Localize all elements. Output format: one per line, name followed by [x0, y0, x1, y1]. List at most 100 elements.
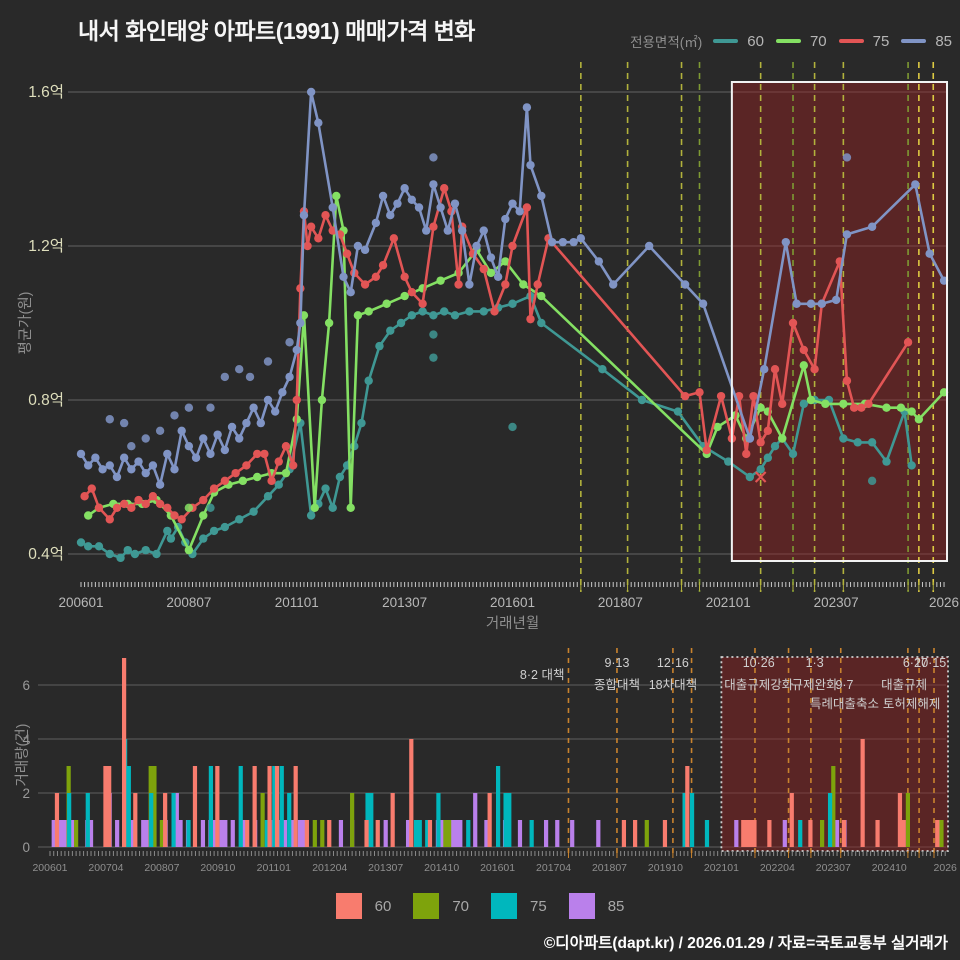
volume-bar [413, 820, 419, 847]
volume-bar [327, 820, 332, 847]
y-tick-label: 6 [22, 678, 30, 693]
volume-bar [159, 820, 164, 847]
data-point [332, 191, 341, 201]
data-point [177, 515, 186, 524]
data-point [763, 453, 773, 462]
data-point [479, 226, 488, 235]
data-point [490, 307, 499, 316]
data-point [576, 234, 586, 243]
data-point [637, 395, 647, 405]
y-axis-title: 평균가(원) [17, 291, 34, 354]
policy-annotation: 8·2 대책 [520, 667, 565, 682]
data-point [83, 511, 93, 520]
legend-item-label: 75 [872, 32, 890, 50]
volume-bar [752, 820, 757, 847]
data-point [116, 553, 125, 563]
volume-bar [503, 793, 508, 847]
bottom-legend-item-75[interactable]: 75 [491, 893, 547, 919]
volume-bar [133, 793, 138, 847]
volume-bar [782, 820, 787, 847]
data-point [400, 291, 409, 301]
volume-bar [543, 820, 549, 847]
volume-bar [905, 793, 910, 847]
volume-bar [297, 820, 303, 847]
top-legend-item-60[interactable]: 60 [713, 33, 764, 50]
volume-bar [171, 793, 176, 847]
scatter-point [745, 434, 755, 443]
data-point [821, 399, 830, 409]
data-point [493, 272, 503, 281]
x-tick-label: 202101 [704, 862, 739, 874]
data-point [281, 468, 291, 478]
x-tick-label: 201101 [257, 862, 291, 874]
data-point [155, 499, 165, 509]
data-point [486, 253, 496, 262]
volume-bar [320, 820, 325, 847]
data-point [94, 503, 104, 512]
volume-bar [282, 820, 288, 847]
data-point [141, 499, 150, 509]
data-point [238, 476, 248, 486]
x-tick-label: 200807 [144, 862, 179, 874]
volume-bar [529, 820, 534, 847]
data-point [439, 307, 449, 316]
top-legend-item-75[interactable]: 75 [838, 32, 890, 50]
data-point [148, 492, 158, 501]
volume-bar [517, 820, 523, 847]
data-point [522, 103, 532, 112]
volume-bar [74, 820, 79, 847]
data-point [249, 507, 258, 516]
volume-bar [409, 739, 414, 847]
data-point [235, 515, 244, 524]
legend-item-label: 60 [374, 897, 392, 915]
volume-bar [375, 820, 380, 847]
data-point [364, 307, 373, 316]
volume-bar [741, 820, 746, 847]
volume-bar [789, 793, 794, 847]
data-point [508, 241, 517, 251]
data-point [328, 203, 337, 212]
volume-bar [267, 766, 272, 847]
volume-bar [252, 766, 257, 847]
data-point [342, 249, 352, 258]
bottom-legend-item-60[interactable]: 60 [335, 893, 392, 919]
volume-bar [458, 820, 463, 847]
data-point [141, 545, 150, 555]
policy-annotation: 대출규제 [881, 678, 927, 692]
bottom-legend-item-85[interactable]: 85 [568, 893, 625, 919]
data-point [378, 261, 388, 270]
scatter-point [206, 403, 215, 412]
data-point [382, 299, 391, 308]
data-point [522, 203, 532, 212]
volume-bar [70, 820, 75, 847]
scatter-point [867, 476, 877, 486]
volume-bar [129, 820, 135, 847]
volume-bar [85, 793, 90, 847]
volume-bar [427, 820, 433, 847]
volume-bar [390, 793, 395, 847]
data-point [831, 295, 841, 305]
data-point [713, 422, 722, 432]
top-legend-item-85[interactable]: 85 [901, 33, 952, 50]
scatter-point [508, 422, 517, 432]
data-point [756, 438, 765, 447]
data-point [371, 218, 381, 228]
top-legend-item-70[interactable]: 70 [775, 33, 827, 50]
data-point [749, 391, 758, 401]
volume-bar [219, 820, 224, 847]
bottom-legend-item-70[interactable]: 70 [413, 893, 469, 919]
volume-bar [241, 820, 247, 847]
x-axis-title: 거래년월 [486, 615, 539, 632]
data-point [407, 195, 417, 204]
data-point [407, 288, 417, 297]
legend-item-label: 85 [607, 897, 625, 915]
data-point [443, 226, 452, 235]
data-point [925, 249, 934, 258]
data-point [227, 422, 237, 432]
x-tick-label: 201307 [368, 862, 403, 874]
data-point [76, 449, 86, 459]
scatter-point [105, 415, 114, 424]
data-point [781, 237, 791, 247]
data-point [360, 280, 370, 289]
volume-bar [662, 820, 668, 847]
